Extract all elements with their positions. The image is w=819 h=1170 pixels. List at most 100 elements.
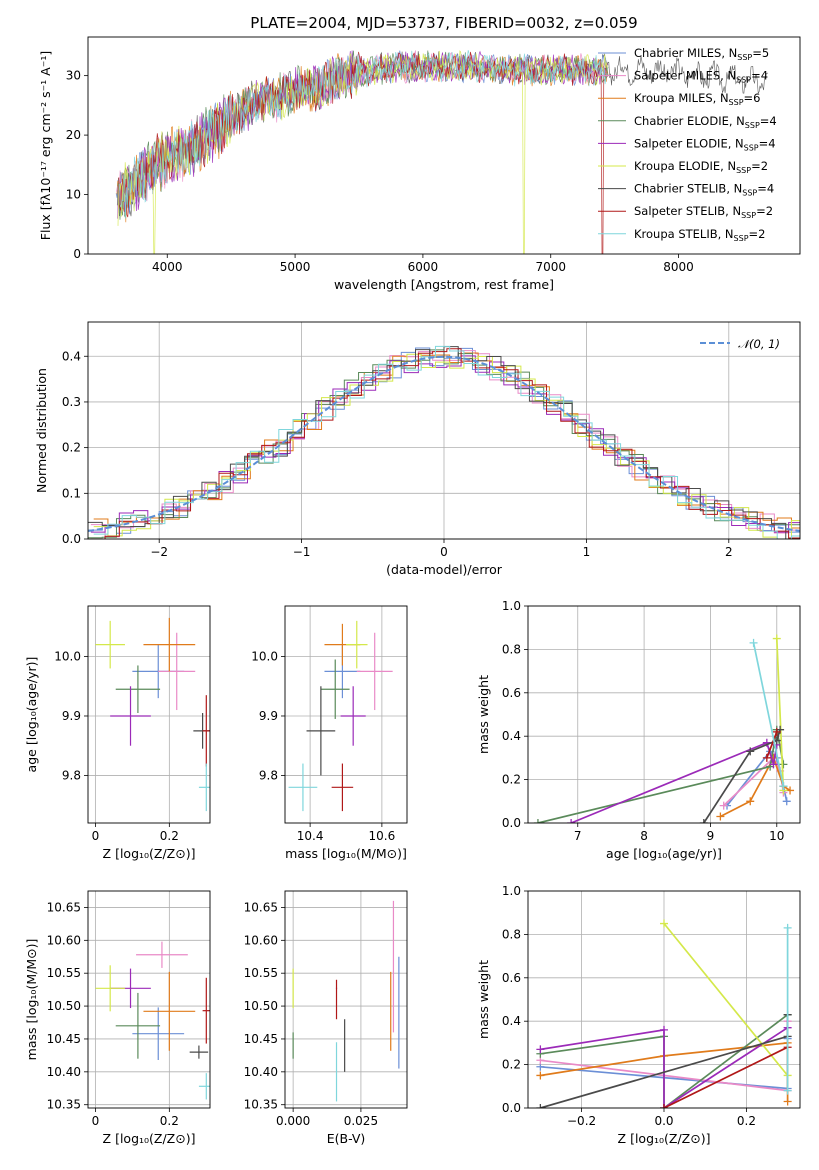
y-tick-label: 0 [73, 247, 81, 261]
y-axis-label: mass weight [476, 960, 491, 1039]
axes-frame [87, 36, 801, 255]
y-axis-label: mass [log₁₀(M/M⊙)] [24, 939, 39, 1061]
weight-series-line [537, 729, 785, 823]
weight-series-line [703, 729, 781, 823]
weight-marker [772, 634, 781, 643]
x-tick-label: 9 [707, 829, 715, 843]
legend-entry: Chabrier MILES, NSSP=5 [634, 46, 769, 62]
y-tick-label: 0.6 [502, 971, 521, 985]
x-tick-label: 1 [583, 545, 591, 559]
y-tick-label: 0.8 [502, 642, 521, 656]
y-tick-label: 10.35 [244, 1098, 278, 1112]
y-tick-label: 1.0 [502, 599, 521, 613]
spectrum-series-line [118, 50, 609, 219]
y-tick-label: 9.9 [259, 709, 278, 723]
legend-suffix: =2 [756, 204, 773, 218]
legend-entry: Kroupa ELODIE, NSSP=2 [634, 159, 768, 175]
legend-subscript: SSP [741, 211, 756, 220]
weight-marker [783, 1097, 792, 1106]
y-tick-label: 0.4 [502, 1014, 521, 1028]
panel-mass-weight-vs-age: 7 8 9 10 0.0 0.2 0.4 0.6 0.8 1.0 age [log₁₀(age/yr… [476, 599, 801, 861]
legend-subscript: SSP [729, 98, 744, 107]
panel-age-vs-Z: 0 0.2 9.8 9.9 10.0 Z [log₁₀(Z/Z⊙)] age [log₁₀(… [24, 605, 211, 861]
weight-marker [719, 801, 728, 810]
x-tick-label: 0.2 [160, 1114, 179, 1128]
legend: 𝒩(0, 1) [700, 337, 780, 351]
weight-marker [782, 797, 791, 806]
plot-area [95, 941, 210, 1100]
legend-suffix: =2 [749, 227, 766, 241]
weight-series-line [663, 922, 789, 1077]
y-tick-label: 10.65 [47, 900, 81, 914]
errorbar-point [198, 763, 210, 812]
y-tick-label: 10.50 [244, 999, 278, 1013]
errorbar-point [331, 763, 354, 812]
x-tick-label: 10.6 [369, 829, 396, 843]
y-tick-label: 0.3 [62, 395, 81, 409]
legend-suffix: =2 [751, 159, 768, 173]
legend-subscript: SSP [745, 121, 760, 130]
x-tick-label: 0 [440, 545, 448, 559]
weight-marker [660, 919, 668, 928]
weight-series-line [570, 741, 778, 823]
weight-marker [779, 760, 788, 769]
histogram-series-step [93, 345, 800, 539]
x-tick-label: 2 [725, 545, 733, 559]
weight-marker [772, 727, 781, 736]
x-tick-label: 0.025 [344, 1114, 378, 1128]
weight-marker [536, 1104, 545, 1108]
histogram-series-step [90, 355, 800, 533]
errorbar-point [110, 686, 151, 746]
legend-subscript: SSP [742, 189, 757, 198]
x-tick-label: 5000 [280, 260, 311, 274]
weight-marker [660, 1025, 668, 1034]
y-tick-label: 0.4 [62, 349, 81, 363]
legend-label: Chabrier STELIB, N [634, 182, 742, 196]
weight-marker [536, 1045, 545, 1054]
legend-subscript: SSP [736, 166, 751, 175]
y-tick-label: 0.2 [502, 773, 521, 787]
errorbar-point [320, 659, 350, 719]
legend-entry: Kroupa MILES, NSSP=6 [634, 91, 760, 107]
panel-mass-weight-vs-Z: −0.2 0.0 0.2 0.0 0.2 0.4 0.6 0.8 1.0 Z [log₁₀(Z/Z… [476, 884, 801, 1146]
x-axis-label: Z [log₁₀(Z/Z⊙)] [618, 1131, 711, 1146]
y-tick-label: 0.0 [502, 816, 521, 830]
legend-suffix: =6 [744, 91, 761, 105]
y-tick-label: 30 [66, 69, 81, 83]
legend-entry: Salpeter MILES, NSSP=4 [634, 69, 768, 85]
y-tick-label: 0.0 [502, 1101, 521, 1115]
y-tick-label: 9.8 [62, 768, 81, 782]
errorbar-point [136, 941, 188, 968]
histogram-series-step [93, 353, 800, 539]
axes-frame [284, 605, 408, 824]
x-tick-label: 10.4 [297, 829, 324, 843]
y-tick-label: 0.6 [502, 686, 521, 700]
weight-marker [536, 1071, 545, 1080]
weight-marker [746, 747, 755, 756]
y-tick-label: 10.0 [54, 650, 81, 664]
legend-label: Chabrier ELODIE, N [634, 114, 745, 128]
y-tick-label: 10.50 [47, 999, 81, 1013]
weight-marker [783, 923, 792, 932]
x-tick-label: −0.2 [567, 1114, 596, 1128]
axes-frame [284, 890, 408, 1109]
weight-marker [746, 797, 755, 806]
x-tick-label: 4000 [152, 260, 183, 274]
errorbar-point [202, 695, 210, 767]
x-axis-label: wavelength [Angstrom, rest frame] [334, 277, 554, 292]
y-tick-label: 10 [66, 188, 81, 202]
y-tick-label: 10.45 [47, 1032, 81, 1046]
weight-series-line [663, 1046, 788, 1108]
errorbar-point [143, 617, 196, 672]
legend-subscript: SSP [734, 234, 749, 243]
y-tick-label: 10.35 [47, 1098, 81, 1112]
weight-marker [749, 638, 758, 647]
plot-area [115, 50, 769, 254]
errorbar-point [132, 1007, 185, 1060]
weight-series-line [540, 1026, 789, 1108]
x-axis-label: age [log₁₀(age/yr)] [606, 846, 722, 861]
legend-suffix: =5 [752, 46, 769, 60]
x-tick-label: 0.000 [276, 1114, 310, 1128]
axes-frame [87, 890, 211, 1109]
